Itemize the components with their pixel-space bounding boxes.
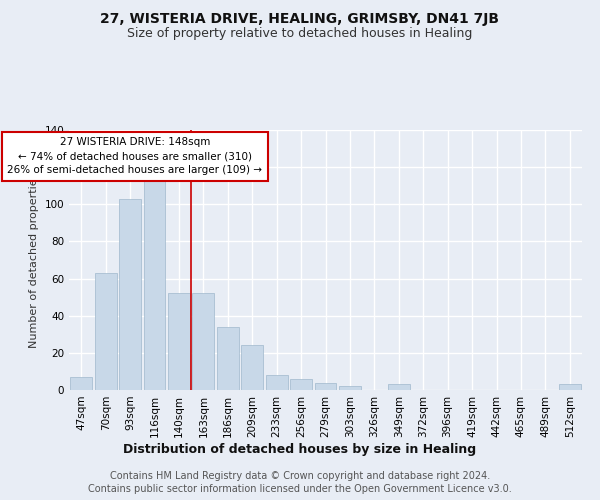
Text: Contains public sector information licensed under the Open Government Licence v3: Contains public sector information licen… (88, 484, 512, 494)
Y-axis label: Number of detached properties: Number of detached properties (29, 172, 39, 348)
Bar (168, 294, 190, 390)
Bar (119, 198, 141, 390)
Bar (339, 386, 361, 390)
Bar (95, 273, 116, 390)
Text: Size of property relative to detached houses in Healing: Size of property relative to detached ho… (127, 28, 473, 40)
Text: 27 WISTERIA DRIVE: 148sqm
← 74% of detached houses are smaller (310)
26% of semi: 27 WISTERIA DRIVE: 148sqm ← 74% of detac… (7, 138, 262, 175)
Bar (314, 382, 337, 390)
Text: Distribution of detached houses by size in Healing: Distribution of detached houses by size … (124, 442, 476, 456)
Bar (290, 379, 312, 390)
Text: Contains HM Land Registry data © Crown copyright and database right 2024.: Contains HM Land Registry data © Crown c… (110, 471, 490, 481)
Bar (266, 375, 287, 390)
Bar (559, 384, 581, 390)
Bar (193, 294, 214, 390)
Bar (70, 377, 92, 390)
Text: 27, WISTERIA DRIVE, HEALING, GRIMSBY, DN41 7JB: 27, WISTERIA DRIVE, HEALING, GRIMSBY, DN… (101, 12, 499, 26)
Bar (388, 384, 410, 390)
Bar (143, 174, 166, 390)
Bar (241, 346, 263, 390)
Bar (217, 327, 239, 390)
